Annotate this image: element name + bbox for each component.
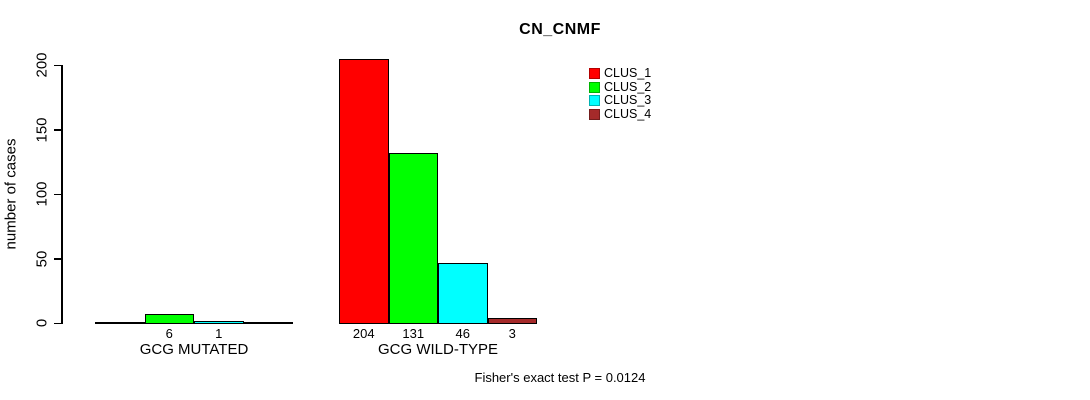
- chart-title: CN_CNMF: [519, 21, 601, 38]
- y-axis-tick-label: 150: [33, 116, 51, 143]
- bar-value-label: 204: [352, 326, 375, 341]
- y-axis-tick: [54, 322, 61, 324]
- y-axis-tick-label: 50: [33, 250, 51, 267]
- y-axis-tick-label: 100: [33, 181, 51, 207]
- legend-swatch-clus_2: [589, 81, 600, 93]
- bar-clus_2-group2: [388, 153, 438, 324]
- bar-value-label: 1: [215, 326, 223, 341]
- legend-label: CLUS_3: [604, 93, 652, 108]
- bar-clus_1-group2: [339, 59, 389, 324]
- y-axis-tick-label: 0: [33, 318, 51, 328]
- y-axis-line: [61, 65, 63, 324]
- bar-value-label: 6: [165, 326, 173, 341]
- y-axis-tick: [54, 64, 61, 66]
- bar-clus_3-group1: [194, 321, 244, 324]
- legend-item-clus_4: CLUS_4: [589, 106, 652, 122]
- x-category-label: GCG MUTATED: [139, 341, 249, 358]
- legend: CLUS_1 CLUS_2 CLUS_3 CLUS_4: [589, 67, 651, 121]
- legend-swatch-clus_4: [589, 108, 600, 120]
- bar-clus_2-group1: [144, 314, 194, 324]
- legend-label: CLUS_4: [604, 106, 652, 121]
- legend-item-clus_1: CLUS_1: [589, 67, 651, 81]
- y-axis-tick-label: 200: [33, 52, 51, 78]
- y-axis-tick: [54, 258, 61, 260]
- legend-label: CLUS_2: [604, 79, 652, 94]
- legend-swatch-clus_1: [589, 68, 600, 80]
- bar-value-label: 46: [455, 326, 470, 341]
- legend-label: CLUS_1: [604, 66, 652, 81]
- legend-item-clus_3: CLUS_3: [589, 94, 651, 108]
- statistical-test-caption: Fisher's exact test P = 0.0124: [474, 370, 646, 385]
- legend-swatch-clus_3: [589, 95, 600, 107]
- x-category-label: GCG WILD-TYPE: [377, 341, 498, 358]
- y-axis-title: number of cases: [2, 138, 20, 250]
- y-axis-tick: [54, 129, 61, 131]
- bar-clus_3-group2: [438, 263, 488, 324]
- bar-value-label: 3: [508, 326, 516, 341]
- legend-item-clus_2: CLUS_2: [589, 79, 652, 95]
- y-axis-tick: [54, 193, 61, 195]
- bar-value-label: 131: [402, 326, 425, 341]
- bar-clus_4-group2: [487, 318, 537, 324]
